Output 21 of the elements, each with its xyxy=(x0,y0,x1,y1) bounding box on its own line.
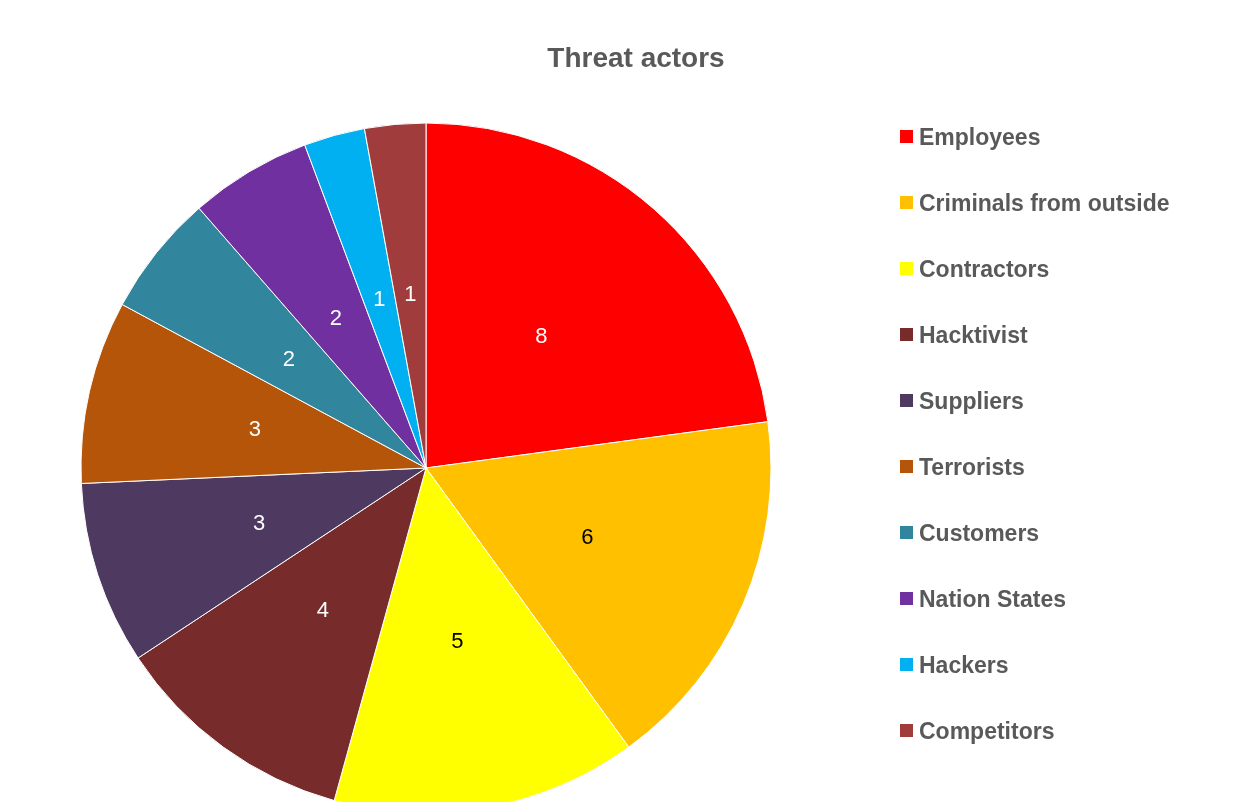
legend-label: Customers xyxy=(919,519,1040,546)
legend-label: Suppliers xyxy=(919,387,1024,414)
chart-title: Threat actors xyxy=(547,41,725,73)
data-label: 3 xyxy=(252,509,266,535)
data-label: 4 xyxy=(316,597,329,623)
data-label: 8 xyxy=(535,323,548,349)
data-label: 3 xyxy=(248,416,262,442)
legend-label: Hacktivist xyxy=(919,321,1029,348)
data-label: 5 xyxy=(451,628,464,654)
legend-label: Criminals from outside xyxy=(919,189,1170,216)
data-label: 2 xyxy=(282,346,295,372)
legend-label: Terrorists xyxy=(919,453,1025,480)
data-label: 6 xyxy=(581,524,594,550)
data-label: 2 xyxy=(329,304,343,330)
legend-label: Employees xyxy=(919,123,1041,150)
data-label: 1 xyxy=(373,286,386,312)
legend-label: Competitors xyxy=(919,717,1055,744)
legend-label: Hackers xyxy=(919,651,1009,678)
legend-label: Nation States xyxy=(919,585,1066,612)
legend-label: Contractors xyxy=(919,255,1050,282)
data-label: 1 xyxy=(404,280,417,306)
